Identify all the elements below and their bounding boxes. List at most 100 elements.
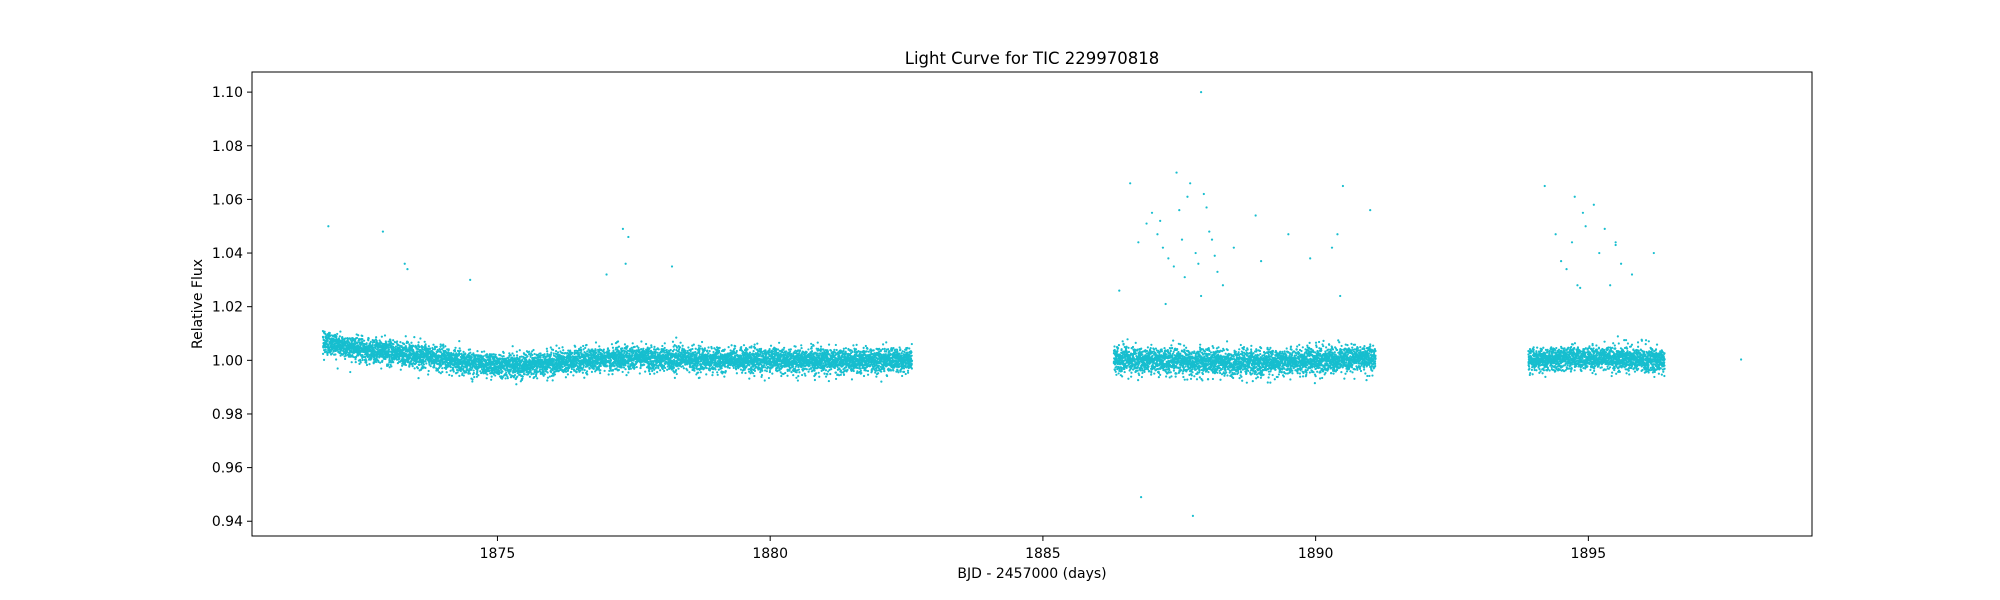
data-point <box>545 368 549 371</box>
data-point <box>633 366 636 369</box>
data-point <box>411 346 414 350</box>
data-point <box>570 370 573 374</box>
data-point <box>627 371 630 374</box>
data-point <box>473 376 476 379</box>
data-point <box>494 353 497 356</box>
data-point <box>365 361 368 364</box>
data-point <box>476 369 479 372</box>
data-point <box>329 334 333 337</box>
data-point <box>543 373 546 376</box>
data-point <box>328 331 331 335</box>
data-point <box>377 360 380 363</box>
data-point <box>361 340 364 343</box>
data-point <box>529 355 532 358</box>
data-point <box>494 374 497 377</box>
data-point <box>656 371 659 374</box>
data-point <box>383 334 387 337</box>
data-point <box>359 361 362 364</box>
data-point <box>609 359 613 362</box>
data-point <box>479 370 482 373</box>
data-point <box>390 365 393 368</box>
data-point <box>444 345 447 348</box>
data-point <box>597 367 600 370</box>
data-point <box>398 357 401 360</box>
data-point <box>657 367 660 370</box>
data-point <box>563 356 567 359</box>
data-point <box>424 343 427 346</box>
data-point <box>480 350 483 353</box>
data-point <box>693 367 696 370</box>
data-point <box>365 342 368 345</box>
data-point <box>448 373 451 377</box>
data-point <box>427 345 430 348</box>
data-point <box>542 370 545 373</box>
data-point <box>532 348 535 352</box>
data-point <box>442 343 445 346</box>
data-point <box>512 354 516 357</box>
data-point <box>539 356 542 359</box>
data-point <box>686 369 689 372</box>
data-point <box>635 365 638 369</box>
data-point <box>380 335 383 338</box>
data-point <box>346 350 349 354</box>
data-point <box>653 345 656 348</box>
data-point <box>408 343 411 346</box>
data-point <box>570 367 574 371</box>
data-point <box>599 372 602 375</box>
data-point <box>354 361 357 364</box>
data-point <box>586 373 589 376</box>
data-point <box>530 372 533 376</box>
data-point <box>329 350 333 353</box>
data-point <box>564 376 568 379</box>
data-point <box>365 363 369 367</box>
data-point <box>404 345 407 348</box>
data-point <box>411 365 414 368</box>
data-point <box>598 345 601 348</box>
data-point <box>624 358 627 361</box>
data-point <box>485 377 488 380</box>
data-point <box>458 340 461 343</box>
data-point <box>423 340 426 343</box>
data-point <box>648 347 651 350</box>
data-point <box>515 383 518 386</box>
data-point <box>501 370 504 373</box>
data-point <box>582 344 585 348</box>
data-point <box>643 363 646 366</box>
data-point <box>358 362 361 365</box>
data-point <box>698 376 701 379</box>
data-point <box>511 352 514 355</box>
data-point <box>549 346 552 349</box>
data-point <box>410 341 413 344</box>
data-point <box>681 344 684 347</box>
data-point <box>465 370 468 374</box>
data-point <box>637 346 640 349</box>
data-point <box>388 366 391 369</box>
data-point <box>556 351 560 354</box>
data-point <box>657 348 660 351</box>
data-point <box>605 365 609 368</box>
data-point <box>471 378 474 381</box>
data-point <box>531 353 534 357</box>
data-point <box>387 363 390 366</box>
data-point <box>687 352 691 355</box>
data-point <box>699 363 703 366</box>
data-point <box>582 366 585 369</box>
data-point <box>661 344 664 348</box>
data-point <box>344 337 347 340</box>
data-point <box>553 373 557 376</box>
data-point <box>624 368 627 371</box>
data-point <box>669 348 672 352</box>
data-point <box>693 369 696 372</box>
data-point <box>449 366 452 369</box>
data-point <box>518 349 521 352</box>
data-point <box>416 367 420 370</box>
data-point <box>675 336 678 339</box>
data-point <box>562 349 565 352</box>
data-point <box>526 355 529 358</box>
data-point <box>663 369 666 372</box>
data-point <box>656 351 659 354</box>
data-point <box>453 350 457 353</box>
data-point <box>506 377 509 380</box>
data-point <box>581 368 584 371</box>
data-point <box>331 352 334 355</box>
